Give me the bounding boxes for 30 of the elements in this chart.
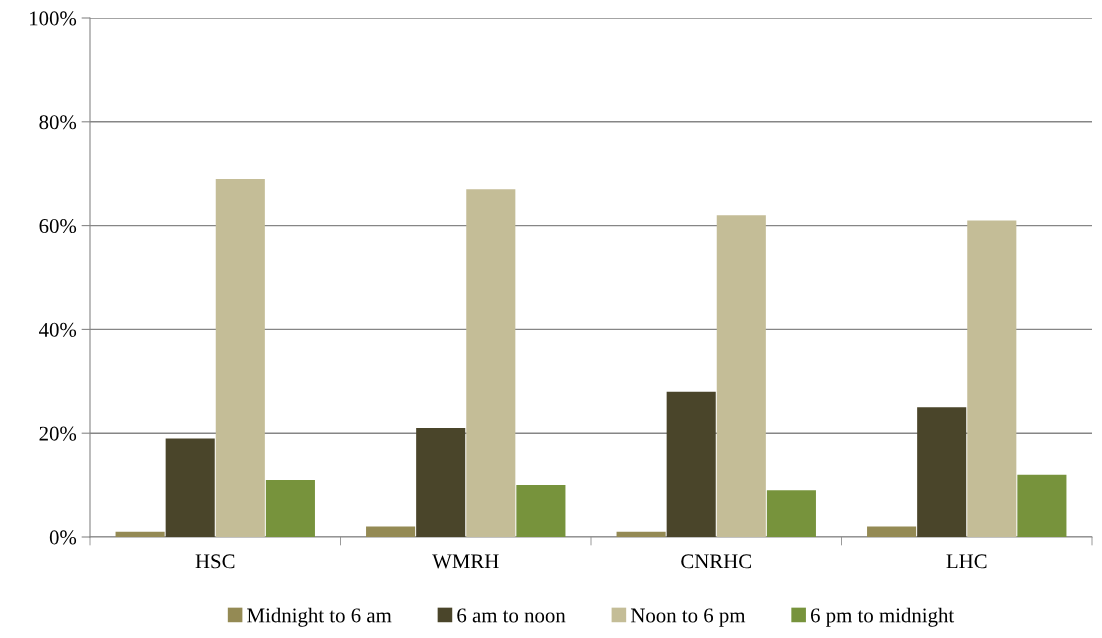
x-tick-label: CNRHC — [681, 554, 751, 569]
bar — [716, 215, 766, 537]
bar — [215, 178, 265, 537]
bar — [666, 391, 716, 537]
y-tick-label: 0% — [49, 530, 77, 545]
bar — [416, 428, 466, 537]
legend-label: 6 pm to midnight — [810, 607, 955, 627]
bar — [165, 438, 215, 537]
x-tick-label: WMRH — [432, 554, 499, 569]
bar — [466, 189, 516, 537]
bar — [616, 531, 666, 537]
bar — [366, 526, 416, 537]
x-tick-label: HSC — [195, 554, 235, 569]
legend-label: Midnight to 6 am — [247, 607, 392, 627]
y-tick-label: 20% — [39, 426, 77, 441]
bar — [917, 407, 967, 537]
y-tick-label: 60% — [39, 218, 77, 234]
bar — [1017, 474, 1067, 537]
legend-label: 6 am to noon — [457, 608, 566, 623]
legend-label: Noon to 6 pm — [630, 608, 746, 627]
bar — [516, 485, 566, 537]
bar — [115, 531, 165, 537]
bar — [967, 220, 1017, 537]
y-tick-label: 100% — [30, 11, 77, 26]
y-tick-label: 40% — [39, 322, 77, 337]
bar — [766, 490, 816, 537]
x-tick-label: LHC — [946, 554, 987, 569]
bar — [265, 479, 315, 537]
bar — [867, 526, 917, 537]
y-tick-label: 80% — [39, 115, 77, 130]
